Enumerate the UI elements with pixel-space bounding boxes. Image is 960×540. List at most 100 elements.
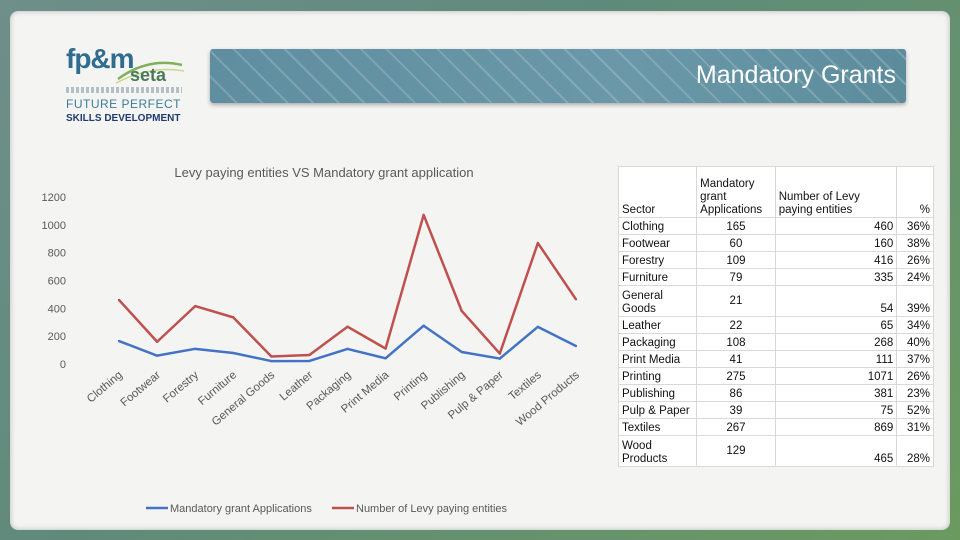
slide-title: Mandatory Grants [695,61,896,89]
cell-percent: 39% [896,285,934,317]
legend-label: Mandatory grant Applications [170,503,312,515]
table-row: Print Media 41 111 37% [617,350,934,368]
data-point [308,353,311,357]
fpm-seta-logo: fp&m seta FUTURE PERFECT SKILLS DEVELOPM… [56,35,186,125]
cell-mandatory-grant: 275 [696,367,776,385]
cell-sector: Packaging [617,333,698,351]
cell-sector: Printing [617,367,698,385]
cell-percent: 24% [896,268,934,286]
table-header-row: Sector Mandatory grant Applications Numb… [617,166,934,218]
cell-percent: 34% [896,316,934,334]
cell-mandatory-grant: 165 [696,217,776,235]
cell-sector: Print Media [617,350,698,368]
cell-levy-entities: 869 [774,418,898,436]
logo-tagline-2: SKILLS DEVELOPMENT [66,113,181,124]
y-tick-label: 1000 [42,220,66,232]
data-point [193,304,197,308]
title-banner: Mandatory Grants [210,49,906,103]
cell-levy-entities: 416 [774,251,898,269]
cell-sector: Publishing [617,384,698,402]
cell-percent: 37% [896,350,934,368]
line-chart: Levy paying entities VS Mandatory grant … [40,151,600,521]
cell-levy-entities: 65 [774,316,898,334]
legend-label: Number of Levy paying entities [356,503,508,515]
table-row: Clothing 165 460 36% [617,217,934,235]
header-mandatory-grant: Mandatory grant Applications [696,166,776,218]
cell-mandatory-grant: 41 [696,350,776,368]
data-point [460,309,463,313]
logo-tagline: FUTURE PERFECT [66,97,181,111]
cell-mandatory-grant: 129 [696,435,776,467]
cell-percent: 36% [896,217,934,235]
cell-sector: Pulp & Paper [617,401,698,419]
cell-levy-entities: 460 [774,217,898,235]
cell-mandatory-grant: 267 [696,418,776,436]
table-row: Pulp & Paper 39 75 52% [617,401,934,419]
y-tick-label: 800 [48,248,66,260]
x-tick-label: Forestry [161,369,201,405]
data-point [232,316,235,319]
cell-mandatory-grant: 108 [696,333,776,351]
data-point [117,298,121,302]
data-point [384,347,387,350]
header-sector: Sector [617,166,698,218]
cell-percent: 31% [896,418,934,436]
cell-percent: 40% [896,333,934,351]
data-point [193,347,197,351]
chart-title: Levy paying entities VS Mandatory grant … [174,165,473,180]
data-point [574,344,578,348]
cell-percent: 38% [896,234,934,252]
chart-svg: Levy paying entities VS Mandatory grant … [42,165,583,515]
cell-levy-entities: 335 [774,268,898,286]
logo-brand: fp&m [66,43,135,74]
table-row: Packaging 108 268 40% [617,333,934,351]
data-point [117,339,121,343]
y-tick-label: 0 [60,359,66,371]
cell-sector: Footwear [617,234,698,252]
data-point [498,357,502,360]
data-point [232,351,235,355]
cell-mandatory-grant: 22 [696,316,776,334]
data-point [155,354,159,357]
grants-table: Sector Mandatory grant Applications Numb… [617,166,934,467]
data-point [346,347,349,351]
x-axis: ClothingFootwearForestryFurnitureGeneral… [85,369,582,429]
logo-fine-print [66,87,182,93]
slide: fp&m seta FUTURE PERFECT SKILLS DEVELOPM… [10,11,950,530]
data-point [270,355,273,358]
cell-sector: General Goods [617,285,698,317]
cell-mandatory-grant: 79 [696,268,776,286]
cell-percent: 28% [896,435,934,467]
cell-sector: Clothing [617,217,698,235]
data-point [384,357,387,360]
table-row: Furniture 79 335 24% [617,268,934,286]
cell-levy-entities: 1071 [774,367,898,385]
table-row: Wood Products 129 465 28% [617,435,934,467]
data-point [498,352,502,355]
y-tick-label: 600 [48,276,66,288]
cell-sector: Textiles [617,418,698,436]
x-tick-label: Footwear [119,369,164,409]
table-row: Leather 22 65 34% [617,316,934,334]
cell-levy-entities: 160 [774,234,898,252]
cell-mandatory-grant: 39 [696,401,776,419]
table-body: Clothing 165 460 36% Footwear 60 160 38% Forestr… [617,217,934,467]
data-point [422,324,425,327]
data-point [155,340,159,343]
cell-sector: Forestry [617,251,698,269]
cell-sector: Wood Products [617,435,698,467]
table-row: Forestry 109 416 26% [617,251,934,269]
cell-percent: 52% [896,401,934,419]
cell-mandatory-grant: 86 [696,384,776,402]
cell-levy-entities: 465 [774,435,898,467]
table-row: Publishing 86 381 23% [617,384,934,402]
cell-mandatory-grant: 109 [696,251,776,269]
header-levy-entities: Number of Levy paying entities [774,166,898,218]
data-point [536,325,540,329]
cell-percent: 23% [896,384,934,402]
cell-mandatory-grant: 60 [696,234,776,252]
cell-levy-entities: 111 [774,350,898,368]
cell-levy-entities: 75 [774,401,898,419]
cell-mandatory-grant: 21 [696,285,776,317]
